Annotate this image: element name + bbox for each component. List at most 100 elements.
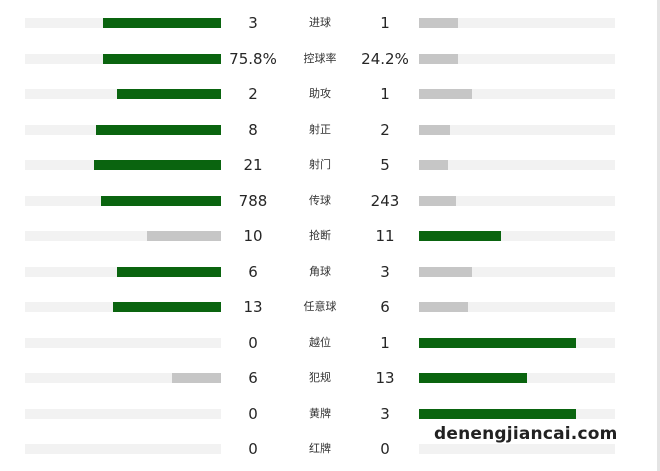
away-value: 1: [380, 85, 390, 103]
home-value: 788: [238, 192, 268, 210]
page-edge: [657, 0, 660, 471]
away-bar-fill: [419, 18, 458, 28]
away-bar-track: [419, 89, 615, 99]
away-bar-fill: [419, 125, 450, 135]
stat-label: 进球: [309, 16, 331, 29]
stat-row: 0 红牌 0: [0, 431, 660, 467]
away-bar-fill: [419, 409, 576, 419]
home-value: 2: [248, 85, 258, 103]
stat-row: 13 任意球 6: [0, 289, 660, 325]
stat-label: 角球: [309, 265, 331, 278]
home-bar-fill: [117, 267, 221, 277]
home-value: 8: [248, 121, 258, 139]
home-bar-fill: [103, 54, 221, 64]
home-value: 6: [248, 369, 258, 387]
home-bar-track: [25, 373, 221, 383]
home-bar-fill: [103, 18, 221, 28]
away-value: 3: [380, 263, 390, 281]
stat-row: 0 黄牌 3: [0, 396, 660, 432]
stat-label: 黄牌: [309, 407, 331, 420]
stat-row: 10 抢断 11: [0, 218, 660, 254]
away-bar-fill: [419, 373, 527, 383]
stat-row: 2 助攻 1: [0, 76, 660, 112]
stat-label: 传球: [309, 194, 331, 207]
away-value: 1: [380, 14, 390, 32]
home-value: 6: [248, 263, 258, 281]
away-bar-track: [419, 125, 615, 135]
away-value: 3: [380, 405, 390, 423]
away-bar-fill: [419, 231, 501, 241]
away-bar-fill: [419, 302, 468, 312]
away-value: 243: [370, 192, 400, 210]
stat-label: 控球率: [303, 52, 337, 65]
away-bar-track: [419, 373, 615, 383]
stat-label: 助攻: [309, 87, 331, 100]
away-bar-track: [419, 302, 615, 312]
away-value: 2: [380, 121, 390, 139]
away-bar-track: [419, 338, 615, 348]
away-value: 5: [380, 156, 390, 174]
home-bar-track: [25, 231, 221, 241]
away-value: 1: [380, 334, 390, 352]
away-bar-fill: [419, 196, 456, 206]
home-bar-track: [25, 302, 221, 312]
away-value: 13: [375, 369, 395, 387]
away-bar-fill: [419, 89, 472, 99]
away-bar-track: [419, 54, 615, 64]
home-bar-track: [25, 18, 221, 28]
stat-row: 3 进球 1: [0, 5, 660, 41]
stat-label: 红牌: [309, 442, 331, 455]
home-value: 75.8%: [229, 50, 277, 68]
stat-label: 任意球: [303, 300, 337, 313]
home-value: 0: [248, 334, 258, 352]
away-value: 6: [380, 298, 390, 316]
stat-label: 射门: [309, 158, 331, 171]
home-value: 0: [248, 440, 258, 458]
away-bar-track: [419, 196, 615, 206]
stat-row: 21 射门 5: [0, 147, 660, 183]
stat-row: 75.8% 控球率 24.2%: [0, 41, 660, 77]
home-value: 13: [243, 298, 263, 316]
home-bar-fill: [172, 373, 221, 383]
stat-label: 射正: [309, 123, 331, 136]
watermark: denengjiancai.com: [432, 424, 620, 444]
away-bar-track: [419, 267, 615, 277]
home-bar-track: [25, 125, 221, 135]
away-value: 11: [375, 227, 395, 245]
home-value: 3: [248, 14, 258, 32]
away-bar-fill: [419, 267, 472, 277]
away-bar-track: [419, 444, 615, 454]
home-bar-track: [25, 409, 221, 419]
away-value: 0: [380, 440, 390, 458]
away-value: 24.2%: [361, 50, 409, 68]
away-bar-track: [419, 231, 615, 241]
away-bar-fill: [419, 54, 458, 64]
home-bar-fill: [101, 196, 221, 206]
away-bar-fill: [419, 160, 448, 170]
stat-label: 越位: [309, 336, 331, 349]
stat-row: 0 越位 1: [0, 325, 660, 361]
home-bar-fill: [117, 89, 221, 99]
stat-label: 抢断: [309, 229, 331, 242]
stat-label: 犯规: [309, 371, 331, 384]
home-bar-track: [25, 160, 221, 170]
home-value: 10: [243, 227, 263, 245]
away-bar-track: [419, 409, 615, 419]
home-value: 0: [248, 405, 258, 423]
away-bar-track: [419, 18, 615, 28]
stat-row: 6 犯规 13: [0, 360, 660, 396]
away-bar-track: [419, 160, 615, 170]
stat-row: 6 角球 3: [0, 254, 660, 290]
stat-row: 8 射正 2: [0, 112, 660, 148]
home-bar-track: [25, 54, 221, 64]
home-bar-track: [25, 267, 221, 277]
away-bar-fill: [419, 338, 576, 348]
home-bar-fill: [94, 160, 221, 170]
stat-row: 788 传球 243: [0, 183, 660, 219]
home-bar-track: [25, 444, 221, 454]
home-bar-fill: [113, 302, 221, 312]
home-bar-track: [25, 338, 221, 348]
home-bar-fill: [147, 231, 221, 241]
home-bar-fill: [96, 125, 221, 135]
